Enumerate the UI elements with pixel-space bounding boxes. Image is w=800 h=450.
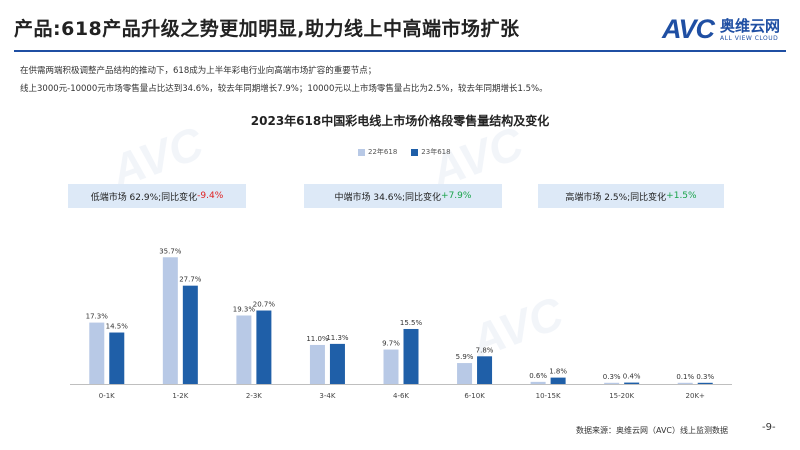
data-label-2023-6-10K: 7.8% (476, 346, 494, 354)
data-label-2022-10-15K: 0.6% (529, 372, 547, 380)
summary-change-low-end: -9.4% (197, 191, 224, 201)
bar-2023-4-6K (403, 328, 419, 384)
bar-2022-6-10K (457, 363, 473, 384)
logo-name-en: ALL VIEW CLOUD (720, 35, 779, 42)
data-source: 数据来源：奥维云网（AVC）线上监测数据 (576, 426, 729, 435)
bar-2023-1-2K (182, 285, 198, 384)
logo-mark: AVC (662, 14, 715, 44)
summary-box-mid-end: 中端市场 34.6%;同比变化 +7.9% (304, 184, 502, 208)
data-label-2023-2-3K: 20.7% (253, 301, 276, 309)
legend-label-2023: 23年618 (421, 148, 451, 156)
bar-2023-3-4K (329, 343, 345, 384)
bar-2022-2-3K (236, 315, 252, 384)
bar-2023-20K+ (697, 382, 713, 384)
page-title: 产品:618产品升级之势更加明显,助力线上中高端市场扩张 (14, 18, 520, 40)
summary-label-high-end: 高端市场 2.5%;同比变化 (565, 192, 667, 203)
bar-2023-6-10K (477, 356, 493, 384)
x-tick-label: 3-4K (319, 392, 335, 400)
legend-swatch-2022 (358, 148, 365, 156)
bar-2022-15-20K (604, 382, 620, 384)
summary-label-low-end: 低端市场 62.9%;同比变化 (90, 192, 198, 203)
bar-2023-2-3K (256, 310, 272, 384)
data-label-2023-1-2K: 27.7% (179, 276, 202, 284)
intro-line-1: 在供需两端积极调整产品结构的推动下，618成为上半年彩电行业向高端市场扩容的重要… (20, 66, 377, 76)
data-label-2022-20K+: 0.1% (676, 373, 694, 381)
legend-label-2022: 22年618 (368, 148, 398, 156)
x-tick-label: 2-3K (246, 392, 262, 400)
data-label-2023-10-15K: 1.8% (549, 368, 567, 376)
summary-label-mid-end: 中端市场 34.6%;同比变化 (334, 192, 442, 203)
data-label-2022-2-3K: 19.3% (233, 305, 256, 313)
bar-2022-20K+ (677, 382, 693, 384)
title-divider (14, 50, 786, 52)
summary-change-high-end: +1.5% (666, 191, 697, 201)
data-label-2023-15-20K: 0.4% (623, 373, 641, 381)
bar-2022-10-15K (530, 381, 546, 384)
x-tick-label: 0-1K (99, 392, 115, 400)
legend-item-2023: 23年618 (411, 147, 451, 157)
bar-2022-0-1K (89, 322, 105, 384)
bar-2023-10-15K (550, 377, 566, 384)
bar-2023-15-20K (624, 382, 640, 384)
data-label-2023-3-4K: 11.3% (326, 334, 349, 342)
chart-legend: 22年618 23年618 (358, 147, 451, 157)
data-label-2022-3-4K: 11.0% (306, 335, 329, 343)
data-label-2022-4-6K: 9.7% (382, 340, 400, 348)
x-tick-label: 20K+ (686, 392, 705, 400)
data-label-2022-6-10K: 5.9% (456, 353, 474, 361)
page-number: -9- (762, 422, 776, 433)
summary-box-high-end: 高端市场 2.5%;同比变化 +1.5% (538, 184, 724, 208)
x-tick-label: 1-2K (172, 392, 188, 400)
bar-2022-4-6K (383, 349, 399, 384)
data-label-2022-15-20K: 0.3% (603, 373, 621, 381)
data-label-2023-20K+: 0.3% (696, 373, 714, 381)
avc-logo: AVC 奥维云网 ALL VIEW CLOUD (662, 12, 790, 48)
data-label-2022-1-2K: 35.7% (159, 247, 182, 255)
x-tick-label: 4-6K (393, 392, 409, 400)
data-label-2023-4-6K: 15.5% (400, 319, 423, 327)
x-tick-label: 10-15K (536, 392, 561, 400)
legend-swatch-2023 (411, 148, 419, 156)
bar-2023-0-1K (109, 332, 125, 384)
bar-2022-3-4K (309, 344, 325, 384)
summary-change-mid-end: +7.9% (441, 191, 472, 201)
bar-2022-1-2K (162, 257, 178, 384)
data-label-2022-0-1K: 17.3% (86, 313, 109, 321)
chart-title: 2023年618中国彩电线上市场价格段零售量结构及变化 (250, 114, 550, 128)
x-tick-label: 6-10K (464, 392, 485, 400)
logo-name-cn: 奥维云网 (720, 17, 781, 35)
intro-line-2: 线上3000元-10000元市场零售量占比达到34.6%，较去年同期增长7.9%… (20, 84, 548, 94)
x-tick-label: 15-20K (609, 392, 634, 400)
legend-item-2022: 22年618 (358, 147, 397, 157)
data-label-2023-0-1K: 14.5% (106, 323, 129, 331)
summary-box-low-end: 低端市场 62.9%;同比变化 -9.4% (68, 184, 246, 208)
